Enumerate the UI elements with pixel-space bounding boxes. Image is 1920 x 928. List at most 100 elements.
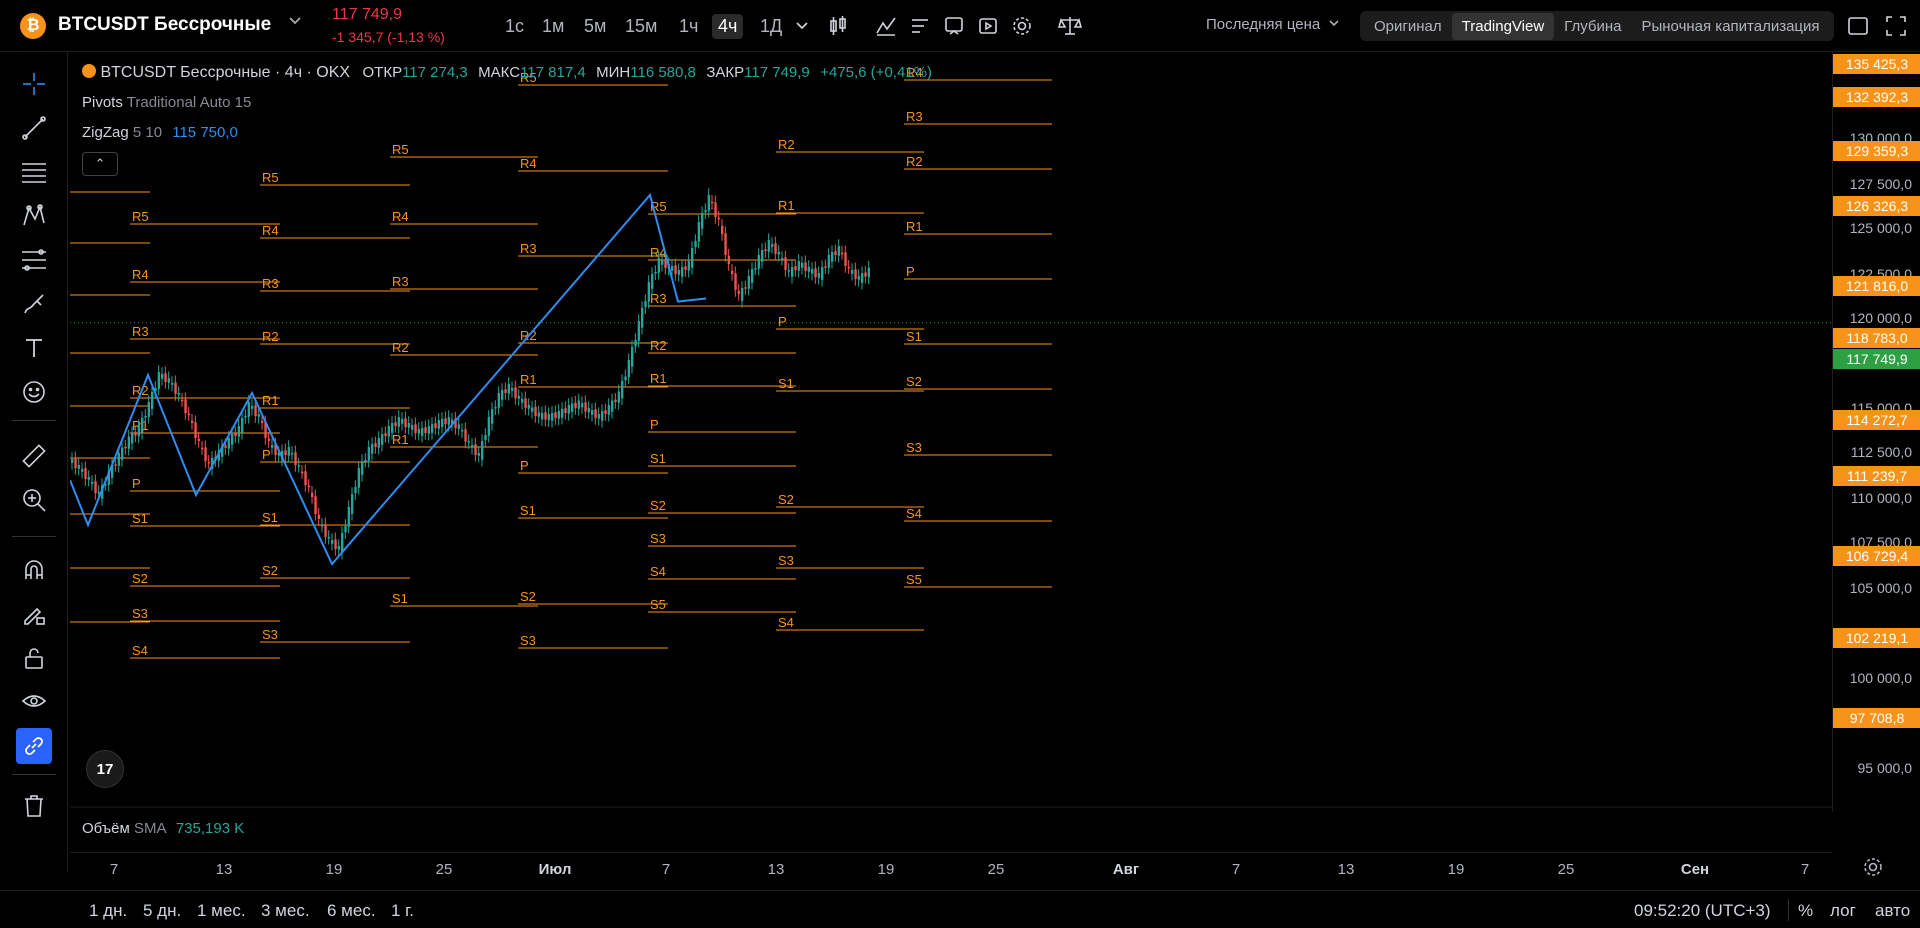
trend-line-icon[interactable] — [16, 110, 52, 146]
timeframe-1s[interactable]: 1с — [505, 16, 525, 36]
time-label: 19 — [325, 861, 343, 878]
candle-body — [427, 426, 431, 434]
candle-body — [704, 210, 707, 213]
pivot-level-label: S3 — [906, 440, 922, 455]
pivot-level-label: S2 — [778, 492, 794, 507]
candle-body — [97, 492, 101, 494]
time-axis[interactable]: 7 13 19 25 Июл 7 13 19 25 Авг 7 13 19 25… — [70, 852, 1832, 886]
range-1m[interactable]: 1 мес. — [197, 901, 246, 920]
candle-body — [144, 416, 147, 418]
compare-scale-icon[interactable] — [1058, 14, 1082, 38]
pivot-level-label: R3 — [132, 324, 149, 339]
candle-body — [857, 276, 861, 280]
candle-body — [707, 195, 711, 211]
zoom-in-icon[interactable] — [16, 482, 52, 518]
indicators-icon[interactable] — [874, 14, 898, 38]
range-5d[interactable]: 5 дн. — [143, 901, 182, 920]
trash-icon[interactable] — [16, 788, 52, 824]
magnet-icon[interactable] — [16, 552, 52, 588]
range-6m[interactable]: 6 мес. — [327, 901, 376, 920]
emoji-icon[interactable] — [16, 374, 52, 410]
legend-zigzag-row[interactable]: ZigZag 5 10 115 750,0 — [82, 124, 238, 141]
horizontal-lines-icon[interactable] — [16, 154, 52, 190]
legend-change: +475,6 (+0,41%) — [820, 64, 932, 81]
crosshair-icon[interactable] — [16, 66, 52, 102]
zigzag-params: 5 10 — [132, 124, 163, 141]
edit-lock-icon[interactable] — [16, 596, 52, 632]
candle-body — [251, 406, 254, 409]
log-scale-toggle[interactable]: лог — [1830, 901, 1856, 920]
percent-scale-toggle[interactable]: % — [1798, 901, 1814, 920]
candle-body — [787, 270, 791, 272]
candle-body — [311, 492, 314, 497]
price-chart[interactable]: R5 R4 R3 R2 R1 P S1 S2 S3 S4 R5 R4 R3 R2 R1 P S1 S2 S3 R5 R4… — [70, 52, 1832, 837]
candle-body — [661, 260, 664, 265]
timeframe-1m[interactable]: 1м — [542, 16, 565, 36]
link-icon[interactable] — [16, 728, 52, 764]
brush-icon[interactable] — [16, 286, 52, 322]
timeframe-more-chevron-icon[interactable] — [790, 14, 814, 38]
price-tick: 120 000,0 — [1849, 310, 1912, 326]
fib-icon[interactable] — [16, 242, 52, 278]
tradingview-logo-icon[interactable]: 17 — [86, 750, 124, 788]
candle-body — [107, 471, 111, 485]
candle-body — [507, 384, 511, 394]
timeframe-1d[interactable]: 1Д — [760, 16, 783, 36]
candle-body — [84, 468, 87, 479]
clock-timezone[interactable]: 09:52:20 (UTC+3) — [1634, 901, 1771, 920]
timeframe-5m[interactable]: 5м — [584, 16, 607, 36]
candle-body — [161, 374, 164, 379]
pair-title[interactable]: BTCUSDT Бессрочные — [58, 14, 272, 35]
timeframe-4h[interactable]: 4ч — [712, 14, 744, 39]
legend-pivots-row[interactable]: Pivots Traditional Auto 15 — [82, 94, 251, 111]
ruler-icon[interactable] — [16, 438, 52, 474]
eye-icon[interactable] — [16, 684, 52, 720]
window-icon[interactable] — [1846, 14, 1870, 38]
candle-body — [474, 444, 477, 455]
pivot-price-tag: 129 359,3 — [1833, 141, 1920, 161]
candle-body — [771, 244, 774, 247]
price-type-select[interactable]: Последняя цена — [1206, 16, 1340, 33]
fullscreen-icon[interactable] — [1884, 14, 1908, 38]
pattern-icon[interactable] — [16, 198, 52, 234]
timeframe-1h[interactable]: 1ч — [679, 16, 699, 36]
candle-body — [484, 435, 487, 441]
replay-icon[interactable] — [976, 14, 1000, 38]
view-market-cap[interactable]: Рыночная капитализация — [1641, 17, 1820, 35]
candle-body — [77, 465, 81, 469]
pivots-params: Traditional Auto 15 — [126, 94, 252, 111]
candle-body — [811, 269, 814, 274]
pivot-level-label: S3 — [650, 531, 666, 546]
alert-icon[interactable] — [942, 14, 966, 38]
candle-body — [124, 446, 127, 449]
chevron-down-icon[interactable] — [288, 14, 302, 31]
candle-body — [614, 399, 617, 402]
indicator-templates-icon[interactable] — [908, 14, 932, 38]
legend-collapse-button[interactable]: ⌃ — [82, 152, 118, 176]
candle-type-icon[interactable] — [826, 14, 850, 38]
text-icon[interactable] — [16, 330, 52, 366]
chart-canvas[interactable]: R5 R4 R3 R2 R1 P S1 S2 S3 S4 R5 R4 R3 R2 R1 P S1 S2 S3 R5 R4… — [70, 52, 1832, 812]
lock-icon[interactable] — [16, 640, 52, 676]
auto-scale-toggle[interactable]: авто — [1875, 901, 1911, 920]
range-3m[interactable]: 3 мес. — [261, 901, 310, 920]
candle-body — [674, 265, 677, 274]
view-original[interactable]: Оригинал — [1374, 17, 1442, 35]
candle-body — [641, 308, 644, 328]
candle-body — [237, 426, 241, 437]
view-tradingview[interactable]: TradingView — [1451, 12, 1555, 40]
pivot-level-label: R3 — [262, 276, 279, 291]
candle-body — [294, 452, 297, 465]
pivot-level-label: R5 — [392, 142, 409, 157]
range-1y[interactable]: 1 г. — [391, 901, 415, 920]
legend-volume-row[interactable]: Объём SMA 735,193 K — [82, 820, 244, 837]
timeframe-15m[interactable]: 15м — [625, 16, 658, 36]
range-1d[interactable]: 1 дн. — [89, 901, 128, 920]
view-depth[interactable]: Глубина — [1564, 17, 1622, 35]
current-price-tag: 117 749,9 — [1833, 349, 1920, 369]
pivot-level-label: S1 — [520, 503, 536, 518]
chart-settings-gear-icon[interactable] — [1862, 856, 1886, 880]
price-scale[interactable]: 130 000,0 127 500,0 125 000,0 122 500,0 … — [1832, 52, 1920, 812]
pivot-price-tag: 97 708,8 — [1833, 708, 1920, 728]
gear-icon[interactable] — [1010, 14, 1034, 38]
